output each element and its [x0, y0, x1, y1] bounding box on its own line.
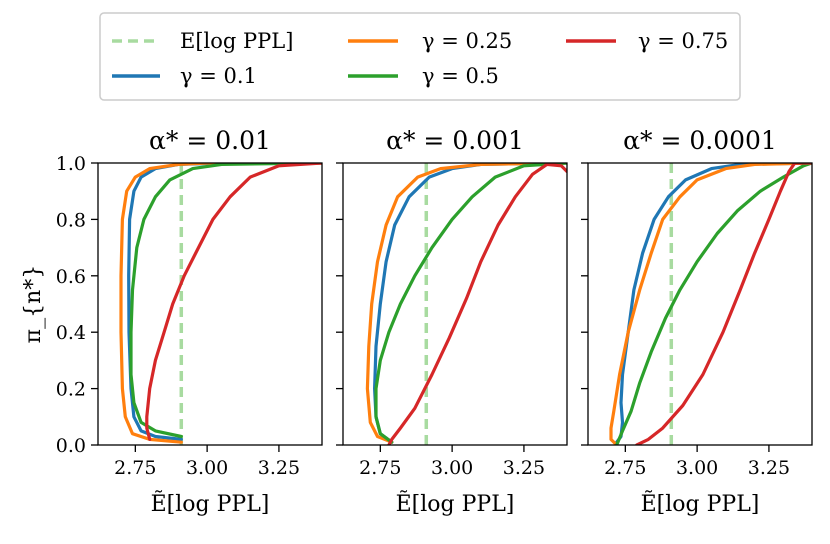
y-tick-label: 0.8 — [56, 209, 86, 231]
y-tick-label: 0.0 — [56, 435, 86, 457]
x-axis-title: Ẽ[log PPL] — [396, 489, 515, 517]
series-line-0-5 — [374, 163, 567, 444]
x-tick-label: 3.25 — [258, 457, 300, 479]
y-axis-title: π_{n*} — [21, 265, 46, 344]
panels: α* = 0.01 2.75 3.00 3.25 0.0 0.2 0.4 0.6 0.8 1.0 Ẽ… — [56, 126, 813, 517]
legend-label-reference: E[log PPL] — [180, 29, 293, 53]
series-line-0-75 — [387, 163, 567, 445]
panel-title: α* = 0.001 — [386, 126, 524, 155]
x-tick-label: 3.25 — [748, 457, 790, 479]
series-line-0-5 — [129, 163, 322, 439]
legend-label-gamma-0-1: γ = 0.1 — [180, 64, 257, 88]
legend-label-gamma-0-5: γ = 0.5 — [422, 64, 499, 88]
series-line-0-25 — [119, 163, 322, 444]
series-line-0-1 — [615, 163, 812, 444]
x-tick-label: 3.00 — [186, 457, 228, 479]
panel-title: α* = 0.0001 — [623, 126, 777, 155]
x-tick-label: 2.75 — [604, 457, 646, 479]
panel-frame — [342, 162, 568, 446]
series-line-0-25 — [609, 163, 812, 445]
panel-title: α* = 0.01 — [149, 126, 271, 155]
panel-3: α* = 0.0001 2.75 3.00 3.25 Ẽ[log PPL] — [581, 126, 813, 517]
plot-area — [119, 163, 322, 445]
x-tick-label: 3.00 — [431, 457, 473, 479]
x-tick-label: 2.75 — [359, 457, 401, 479]
x-tick-label: 3.00 — [676, 457, 718, 479]
plot-area — [609, 163, 812, 445]
x-tick-label: 3.25 — [503, 457, 545, 479]
panel-frame — [97, 162, 323, 446]
series-line-0-75 — [635, 163, 812, 445]
panel-2: α* = 0.001 2.75 3.00 3.25 Ẽ[log PPL] — [336, 126, 568, 517]
y-tick-label: 0.6 — [56, 266, 86, 288]
x-axis-title: Ẽ[log PPL] — [641, 489, 760, 517]
series-line-0-1 — [373, 163, 567, 444]
x-tick-label: 2.75 — [114, 457, 156, 479]
series-line-0-25 — [365, 163, 567, 444]
y-tick-label: 0.2 — [56, 379, 86, 401]
plot-area — [365, 163, 567, 445]
legend-label-gamma-0-75: γ = 0.75 — [638, 29, 728, 53]
x-axis-title: Ẽ[log PPL] — [151, 489, 270, 517]
panel-1: α* = 0.01 2.75 3.00 3.25 0.0 0.2 0.4 0.6 0.8 1.0 Ẽ… — [56, 126, 323, 517]
series-line-0-5 — [615, 163, 812, 445]
legend-label-gamma-0-25: γ = 0.25 — [422, 29, 512, 53]
panel-frame — [587, 162, 813, 446]
legend: E[log PPL] γ = 0.25 γ = 0.75 γ = 0.1 γ =… — [99, 12, 741, 101]
y-tick-label: 1.0 — [56, 153, 86, 175]
legend-frame — [99, 12, 741, 101]
y-tick-label: 0.4 — [56, 322, 86, 344]
series-line-0-75 — [145, 163, 322, 441]
